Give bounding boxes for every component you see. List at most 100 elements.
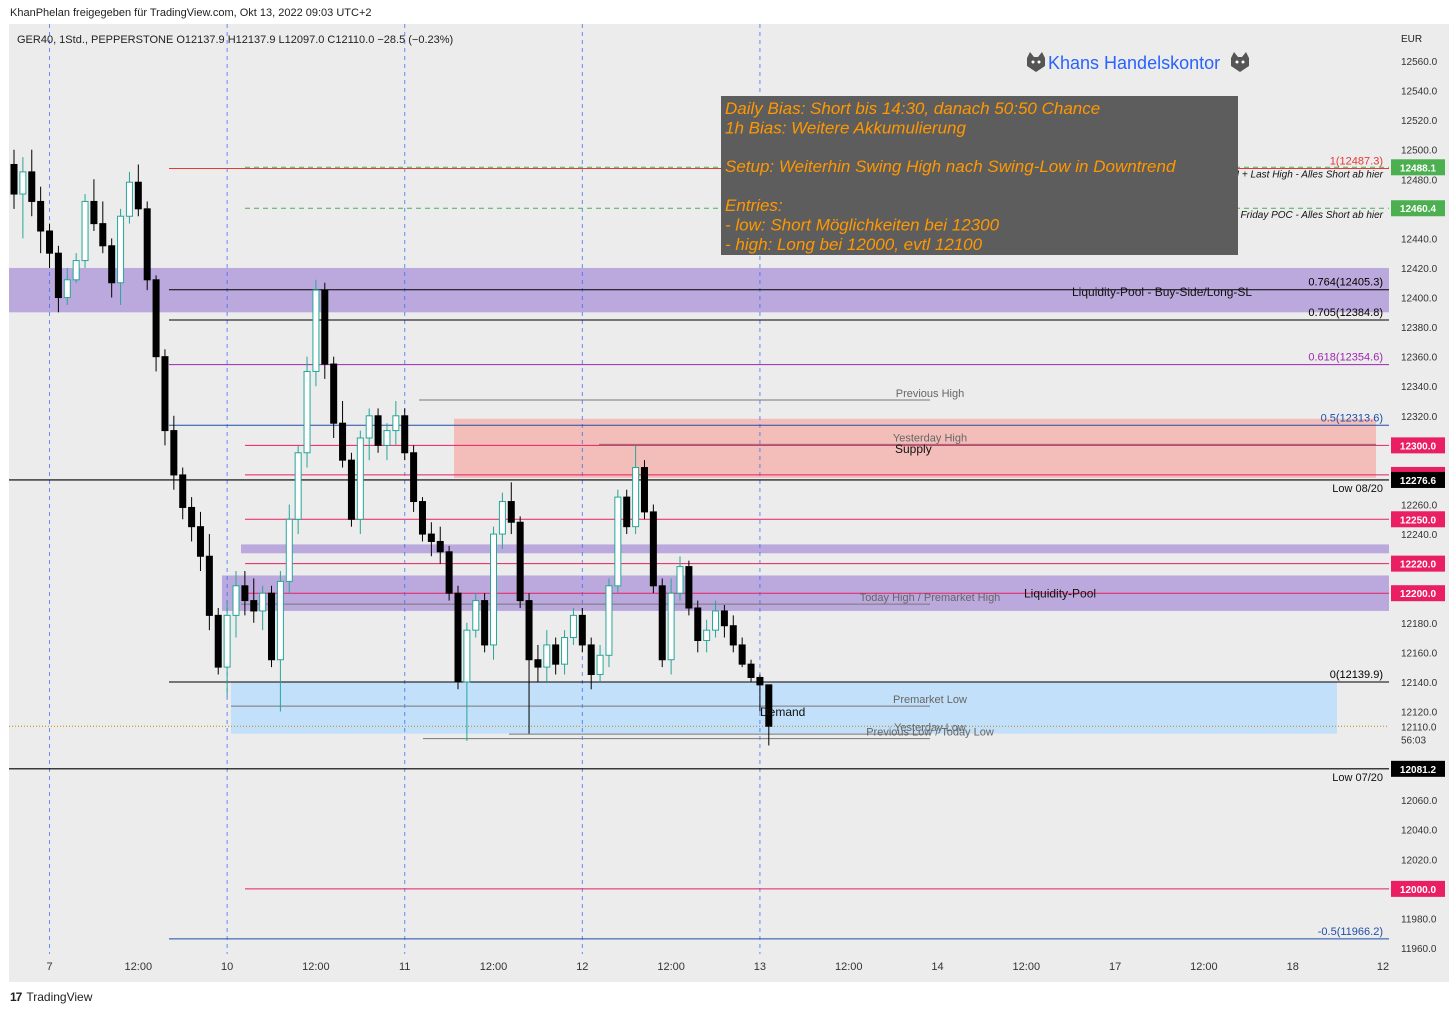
y-tick-label: 12160.0 <box>1401 648 1438 659</box>
x-tick-label: 12:00 <box>125 961 153 973</box>
zone-demand <box>231 681 1337 734</box>
candle-body <box>561 637 569 665</box>
candle-body <box>614 496 622 587</box>
x-tick-label: 18 <box>1287 961 1299 973</box>
candle-body <box>321 289 329 365</box>
candle-body <box>410 452 418 503</box>
y-tick-label: 12040.0 <box>1401 826 1438 837</box>
price-tag-box <box>1391 159 1445 176</box>
candle-body <box>250 600 258 612</box>
y-tick-label: 12180.0 <box>1401 619 1438 630</box>
y-tick-label: 12520.0 <box>1401 116 1438 127</box>
price-tag-label: 12220.0 <box>1400 560 1437 571</box>
candle-body <box>170 430 178 476</box>
y-tick-label: 11960.0 <box>1401 944 1437 955</box>
zone-liquidity-pool-thin- <box>241 544 1389 554</box>
y-tick-label: 11980.0 <box>1401 914 1437 925</box>
candle-body <box>37 200 45 232</box>
tradingview-logo-icon: 17 <box>10 990 22 1004</box>
x-tick-label: 14 <box>931 961 943 973</box>
x-tick-label: 12 <box>1377 961 1389 973</box>
price-tag-label: 12300.0 <box>1400 441 1437 452</box>
fib-level-label: 0.764(12405.3) <box>1308 277 1383 289</box>
x-tick-label: 12:00 <box>1013 961 1041 973</box>
candle-body <box>481 600 489 646</box>
price-tag-label: 12200.0 <box>1400 589 1437 600</box>
note-line: - high: Long bei 12000, evtl 12100 <box>725 235 983 254</box>
candle-body <box>640 467 648 513</box>
price-tag-label: 12488.1 <box>1400 163 1437 174</box>
candle-body <box>28 171 36 202</box>
zone-label: Supply <box>895 442 932 456</box>
price-tag-label: 12460.4 <box>1400 204 1437 215</box>
x-tick-label: 17 <box>1109 961 1121 973</box>
x-tick-label: 12:00 <box>835 961 863 973</box>
candle-body <box>649 511 657 587</box>
y-tick-label: 12340.0 <box>1401 382 1438 393</box>
y-tick-label: 12240.0 <box>1401 530 1438 541</box>
candle-body <box>214 614 222 668</box>
fib-level-label: 0.705(12384.8) <box>1308 307 1383 319</box>
price-tag-box <box>1391 471 1445 488</box>
candle-body <box>543 644 551 668</box>
y-tick-label: 12120.0 <box>1401 707 1438 718</box>
candle-body <box>658 585 666 661</box>
y-tick-label: 12400.0 <box>1401 294 1438 305</box>
candle-body <box>623 496 631 528</box>
zone-supply <box>454 418 1376 478</box>
candle-body <box>63 279 71 299</box>
candle-body <box>339 422 347 461</box>
candle-body <box>738 644 746 665</box>
candle-body <box>125 181 133 217</box>
candle-body <box>436 540 444 553</box>
candle-body <box>765 684 773 727</box>
price-tag-label: 12276.6 <box>1400 476 1437 487</box>
level-label: Low 07/20 <box>1332 772 1383 784</box>
candle-body <box>90 200 98 225</box>
level-label: Friday POC - Alles Short ab hier <box>1241 210 1384 221</box>
price-tag-label: 12081.2 <box>1400 765 1437 776</box>
candle-body <box>81 200 89 262</box>
level-label: Low 08/20 <box>1332 483 1383 495</box>
candle-body <box>454 592 462 683</box>
annotation-label: Previous High <box>896 388 964 400</box>
footer-text: TradingView <box>26 990 93 1004</box>
y-tick-label: 12060.0 <box>1401 796 1438 807</box>
x-tick-label: 12:00 <box>1190 961 1218 973</box>
candle-body <box>587 644 595 676</box>
candle-body <box>756 676 764 686</box>
zone-label: Liquidity-Pool - Buy-Side/Long-SL <box>1072 285 1252 299</box>
candle-body <box>276 580 284 661</box>
candle-body <box>472 600 480 631</box>
candle-body <box>330 363 338 424</box>
fib-level-label: 0.5(12313.6) <box>1321 412 1383 424</box>
candle-body <box>179 474 187 508</box>
countdown-label: 56:03 <box>1401 735 1426 746</box>
candle-body <box>401 415 409 454</box>
x-tick-label: 11 <box>399 961 410 973</box>
candle-body <box>596 654 604 676</box>
symbol-info: GER40, 1Std., PEPPERSTONE O12137.9 H1213… <box>17 34 453 46</box>
candle-body <box>312 289 320 372</box>
price-chart[interactable]: Liquidity-Pool - Buy-Side/Long-SL Supply L… <box>9 24 1449 982</box>
candle-body <box>54 252 62 299</box>
annotation-label: Yesterday High <box>893 432 967 444</box>
x-tick-label: 12:00 <box>480 961 508 973</box>
candle-body <box>356 437 364 520</box>
fib-level-label: 0.618(12354.6) <box>1308 352 1383 364</box>
candle-body <box>729 625 737 646</box>
candle-body <box>117 215 125 284</box>
candle-body <box>143 208 151 281</box>
candle-body <box>99 223 107 247</box>
candle-body <box>374 415 382 446</box>
price-tag-box <box>1391 437 1445 454</box>
candle-body <box>134 181 142 210</box>
candle-body <box>205 555 213 616</box>
candle-body <box>161 356 169 432</box>
candles-layer <box>10 149 773 746</box>
labels-layer: Liquidity-Pool - Buy-Side/Long-SL Supply L… <box>760 155 1384 937</box>
price-tag-box <box>1391 880 1445 897</box>
candle-body <box>490 533 498 646</box>
y-tick-label: 12500.0 <box>1401 146 1438 157</box>
zone-label: Demand <box>760 705 805 719</box>
